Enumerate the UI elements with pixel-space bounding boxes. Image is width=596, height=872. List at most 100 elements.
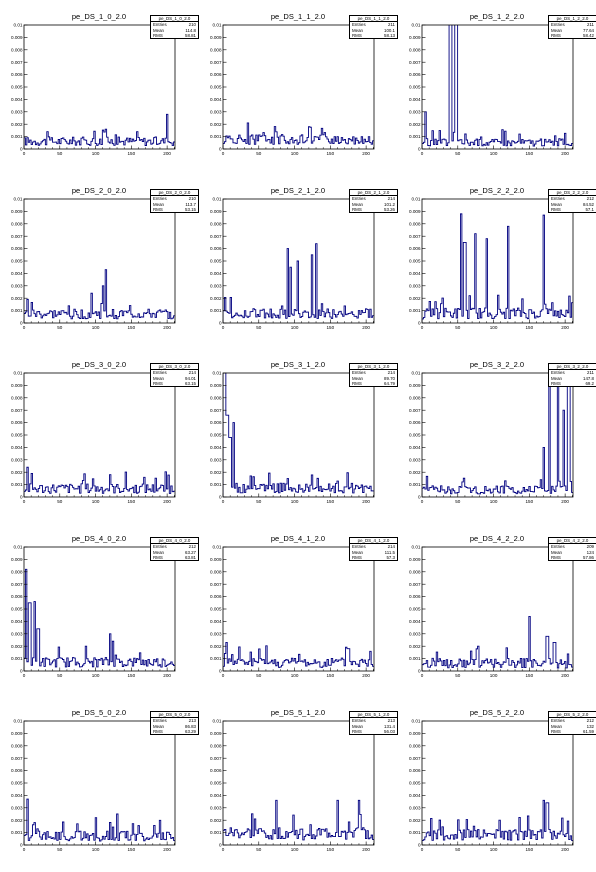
x-tick-label: 150 [526, 151, 534, 156]
stats-label: RMS [551, 728, 561, 734]
x-tick-label: 200 [561, 151, 569, 156]
series-line [223, 799, 374, 845]
stats-value: 212 [188, 544, 196, 550]
y-tick-label: 0.003 [11, 109, 23, 114]
x-tick-label: 200 [163, 499, 171, 504]
stats-label: RMS [352, 554, 362, 560]
stats-value: 210 [188, 196, 196, 202]
y-tick-label: 0.005 [11, 85, 23, 90]
y-tick-label: 0.001 [210, 830, 222, 835]
stats-value: 56.03 [384, 728, 395, 734]
x-tick-label: 150 [128, 847, 136, 852]
x-tick-label: 150 [327, 325, 335, 330]
y-tick-label: 0.002 [11, 644, 23, 649]
x-tick-label: 200 [362, 499, 370, 504]
stats-label: RMS [153, 380, 163, 386]
y-tick-label: 0.003 [210, 631, 222, 636]
stats-value: 53.15 [185, 206, 196, 212]
y-tick-label: 0.008 [210, 395, 222, 400]
y-tick-label: 0.008 [11, 743, 23, 748]
stats-mean-row: Mean 84.52 [549, 202, 596, 207]
x-tick-label: 100 [291, 325, 299, 330]
y-tick-label: 0.004 [210, 619, 222, 624]
chart-title: pe_DS_3_0_2.0 [71, 360, 127, 369]
y-tick-label: 0.002 [409, 818, 421, 823]
x-tick-label: 100 [291, 673, 299, 678]
y-tick-label: 0.001 [11, 830, 23, 835]
stats-label: Mean [153, 723, 164, 729]
stats-label: Entries [551, 718, 565, 724]
chart-title: pe_DS_1_1_2.0 [270, 12, 326, 21]
y-tick-label: 0.01 [213, 371, 222, 376]
stats-value: 63.29 [185, 728, 196, 734]
histogram-plot: 0 50 100 150 200 0 0.001 0.002 0.003 0.004 0.005 0.… [210, 371, 375, 504]
stats-entries-row: Entries 212 [151, 544, 198, 549]
stats-value: 132 [586, 723, 594, 729]
y-tick-label: 0.006 [409, 594, 421, 599]
chart-title: pe_DS_4_0_2.0 [71, 534, 127, 543]
series-line [422, 799, 573, 845]
y-tick-label: 0.009 [210, 35, 222, 40]
y-tick-label: 0.003 [11, 457, 23, 462]
stats-rms-row: RMS 53.26 [350, 207, 397, 212]
y-tick-label: 0.01 [14, 719, 23, 724]
stats-label: Entries [352, 544, 366, 550]
x-tick-label: 0 [23, 499, 26, 504]
chart-title: pe_DS_2_0_2.0 [71, 186, 127, 195]
y-tick-label: 0.008 [409, 395, 421, 400]
y-tick-label: 0.003 [210, 457, 222, 462]
stats-box: pe_DS_1_1_2.0 Entries 211 Mean 100.1 RMS 58.13 [349, 15, 398, 40]
series-line [24, 798, 175, 845]
plot-frame [23, 198, 176, 324]
y-tick-label: 0.008 [409, 743, 421, 748]
y-tick-label: 0.002 [210, 470, 222, 475]
y-tick-label: 0.001 [409, 482, 421, 487]
y-tick-label: 0 [418, 669, 421, 674]
y-tick-label: 0.008 [210, 569, 222, 574]
y-tick-label: 0.004 [210, 97, 222, 102]
y-tick-label: 0.002 [11, 296, 23, 301]
y-tick-label: 0.002 [210, 296, 222, 301]
stats-mean-row: Mean 89.70 [350, 376, 397, 381]
y-tick-label: 0.004 [11, 619, 23, 624]
y-tick-label: 0.007 [409, 756, 421, 761]
stats-rms-row: RMS 57.1 [549, 207, 596, 212]
y-tick-label: 0.007 [210, 408, 222, 413]
histogram-plot: 0 50 100 150 200 0 0.001 0.002 0.003 0.004 0.005 0.… [210, 23, 375, 156]
series-line [223, 122, 374, 149]
stats-rms-row: RMS 63.81 [151, 555, 198, 560]
y-tick-label: 0.007 [210, 234, 222, 239]
plot-frame [23, 372, 176, 498]
stats-label: Mean [551, 201, 562, 207]
stats-rms-row: RMS 58.42 [549, 33, 596, 38]
stats-entries-row: Entries 212 [549, 196, 596, 201]
y-tick-label: 0.006 [409, 768, 421, 773]
y-tick-label: 0 [20, 147, 23, 152]
stats-entries-row: Entries 213 [350, 718, 397, 723]
stats-rms-row: RMS 58.81 [151, 33, 198, 38]
y-tick-label: 0.002 [210, 122, 222, 127]
x-tick-label: 150 [526, 673, 534, 678]
y-tick-label: 0.007 [409, 60, 421, 65]
x-tick-label: 0 [23, 151, 26, 156]
histogram-panel: pe_DS_1_1_2.0 0 50 100 150 200 0 0.001 0.002 0.00… [199, 0, 398, 174]
histogram-panel: pe_DS_3_0_2.0 0 50 100 150 200 0 0.001 0.002 0.00… [0, 348, 199, 522]
y-tick-label: 0.003 [409, 283, 421, 288]
y-tick-label: 0.01 [412, 23, 421, 28]
x-tick-label: 150 [526, 847, 534, 852]
histogram-plot: 0 50 100 150 200 0 0.001 0.002 0.003 0.004 0.005 0.… [11, 197, 176, 330]
x-tick-label: 200 [362, 673, 370, 678]
stats-box: pe_DS_2_0_2.0 Entries 210 Mean 113.7 RMS 53.15 [150, 189, 199, 214]
stats-value: 211 [587, 22, 594, 28]
y-tick-label: 0.006 [210, 72, 222, 77]
y-tick-label: 0.006 [210, 246, 222, 251]
stats-label: Mean [551, 723, 562, 729]
series-line [422, 615, 573, 671]
histogram-plot: 0 50 100 150 200 0 0.001 0.002 0.003 0.004 0.005 0.… [409, 371, 574, 504]
y-tick-label: 0.004 [409, 271, 421, 276]
y-tick-label: 0.002 [210, 644, 222, 649]
y-tick-label: 0.002 [409, 296, 421, 301]
stats-label: RMS [153, 554, 163, 560]
x-tick-label: 200 [561, 325, 569, 330]
stats-value: 58.81 [185, 32, 196, 38]
